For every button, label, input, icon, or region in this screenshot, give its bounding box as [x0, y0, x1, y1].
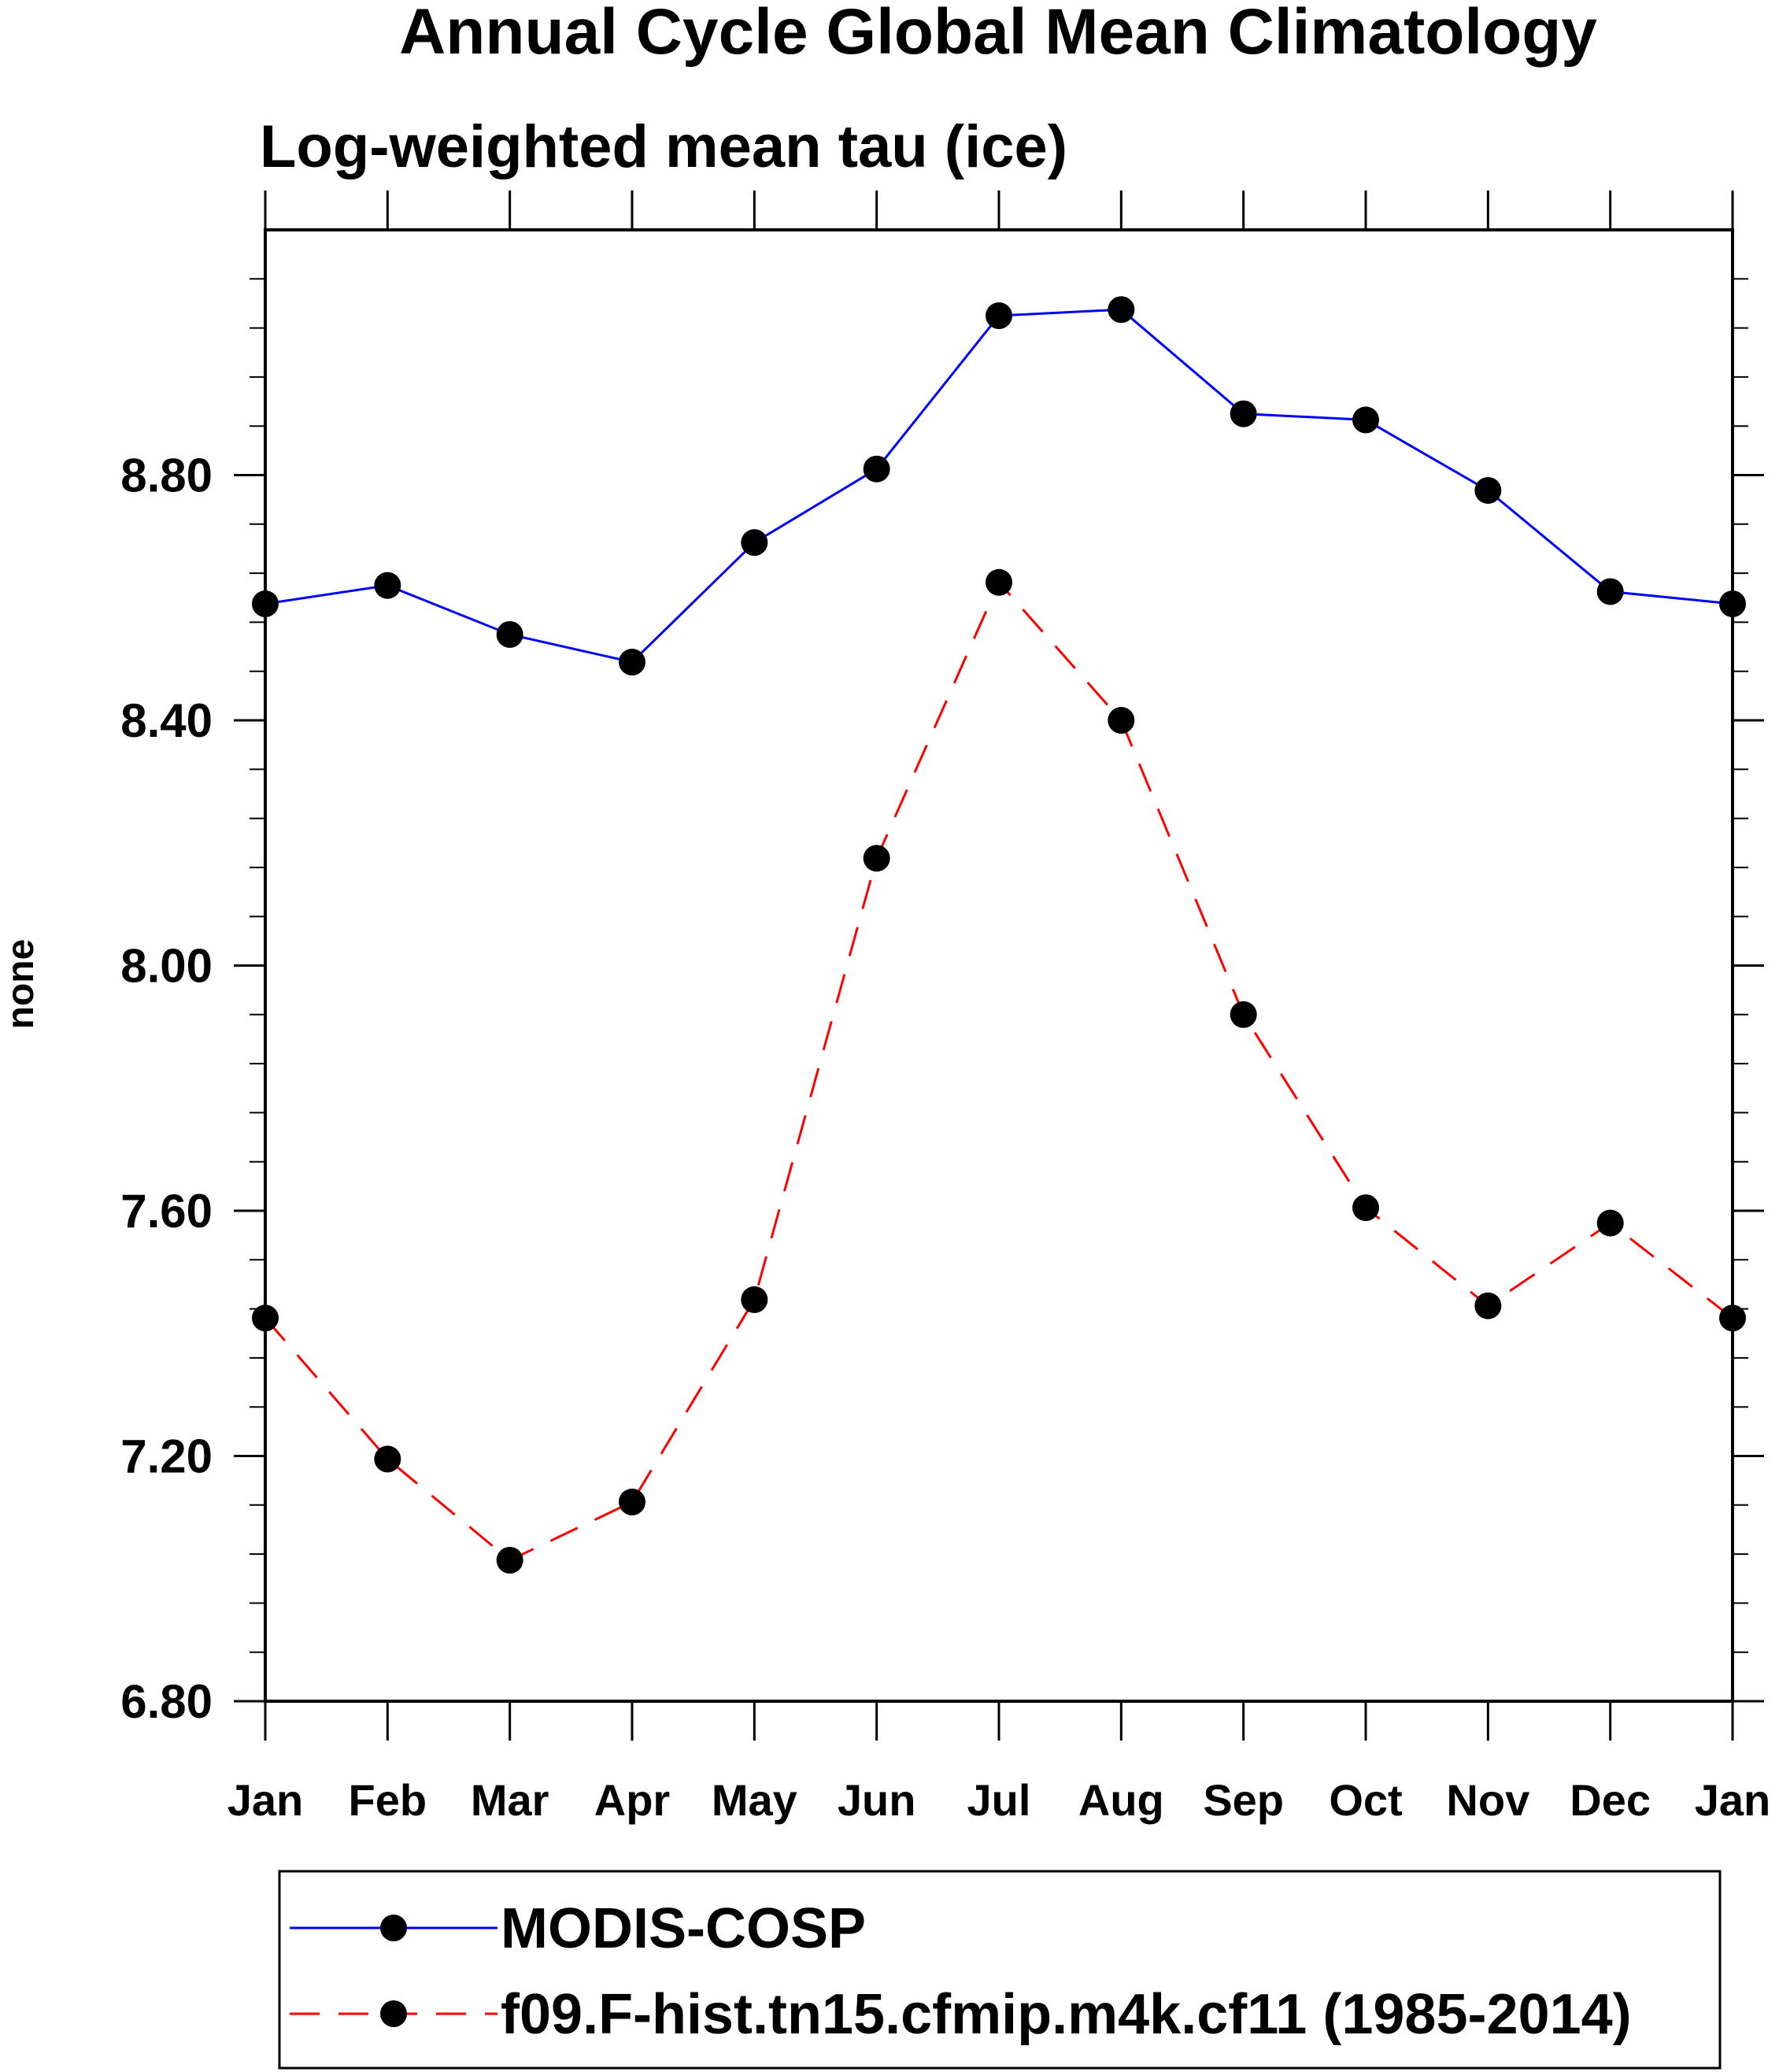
data-point-series-0	[863, 455, 890, 483]
y-tick-label: 8.80	[120, 450, 213, 502]
data-point-series-1	[496, 1546, 523, 1574]
data-point-series-0	[496, 620, 523, 648]
x-tick-label: Sep	[1203, 1775, 1284, 1825]
data-point-series-0	[252, 590, 279, 618]
data-point-series-1	[1108, 707, 1135, 734]
data-point-series-0	[1596, 578, 1624, 605]
y-tick-label: 8.40	[120, 694, 213, 747]
x-tick-label: May	[712, 1775, 797, 1825]
x-tick-label: Feb	[349, 1775, 427, 1825]
data-point-series-1	[1474, 1292, 1502, 1319]
legend-box	[278, 1870, 1722, 2070]
x-tick-label: Mar	[471, 1775, 549, 1825]
series-line-1	[264, 580, 1733, 1562]
y-axis-label: none	[0, 939, 42, 1030]
x-tick-label: Jan	[227, 1775, 304, 1825]
data-point-series-0	[1474, 476, 1502, 504]
data-point-series-0	[374, 572, 401, 599]
data-point-series-0	[986, 302, 1012, 330]
plot-frame	[264, 228, 1734, 1703]
data-point-series-1	[619, 1488, 645, 1515]
data-point-series-1	[1230, 1001, 1257, 1028]
data-point-series-0	[619, 649, 645, 676]
data-point-series-1	[374, 1445, 401, 1473]
data-point-series-1	[1596, 1209, 1624, 1237]
x-tick-label: Dec	[1570, 1775, 1651, 1825]
data-point-series-1	[252, 1304, 279, 1332]
data-point-series-0	[1230, 400, 1257, 427]
y-tick-label: 7.20	[120, 1430, 213, 1483]
series-layer	[252, 296, 1746, 1574]
series-line-0	[264, 308, 1733, 664]
data-point-series-0	[1719, 590, 1746, 618]
y-tick-label: 6.80	[120, 1675, 213, 1728]
x-tick-label: Nov	[1446, 1775, 1529, 1825]
data-point-series-0	[1108, 296, 1135, 324]
y-tick-label: 8.00	[120, 940, 213, 993]
axis-ticks: Jan Feb Mar Apr May Jun Jul Aug Sep Oct Nov Dec Jan 6…	[120, 191, 1770, 1825]
data-point-series-1	[741, 1286, 768, 1313]
data-point-series-0	[741, 529, 768, 557]
legend-marker-modis	[380, 1915, 407, 1941]
data-point-series-1	[1719, 1304, 1746, 1332]
x-tick-label: Jan	[1695, 1775, 1771, 1825]
y-tick-label: 7.60	[120, 1185, 213, 1238]
chart-title: Annual Cycle Global Mean Climatology	[399, 0, 1597, 68]
legend-marker-model	[380, 2000, 407, 2027]
legend-label-modis: MODIS-COSP	[501, 1897, 866, 1960]
data-point-series-1	[986, 568, 1012, 596]
x-tick-label: Jul	[967, 1775, 1031, 1825]
data-point-series-1	[863, 845, 890, 872]
x-tick-label: Jun	[838, 1775, 916, 1825]
data-point-series-1	[1352, 1194, 1379, 1222]
chart-subtitle: Log-weighted mean tau (ice)	[260, 113, 1067, 180]
legend-label-model: f09.F-hist.tn15.cfmip.m4k.cf11 (1985-201…	[501, 1983, 1632, 2046]
legend: MODIS-COSP f09.F-hist.tn15.cfmip.m4k.cf1…	[278, 1870, 1722, 2070]
x-tick-label: Oct	[1329, 1775, 1402, 1825]
x-tick-label: Apr	[594, 1775, 670, 1825]
data-point-series-0	[1352, 406, 1379, 434]
x-tick-label: Aug	[1078, 1775, 1164, 1825]
